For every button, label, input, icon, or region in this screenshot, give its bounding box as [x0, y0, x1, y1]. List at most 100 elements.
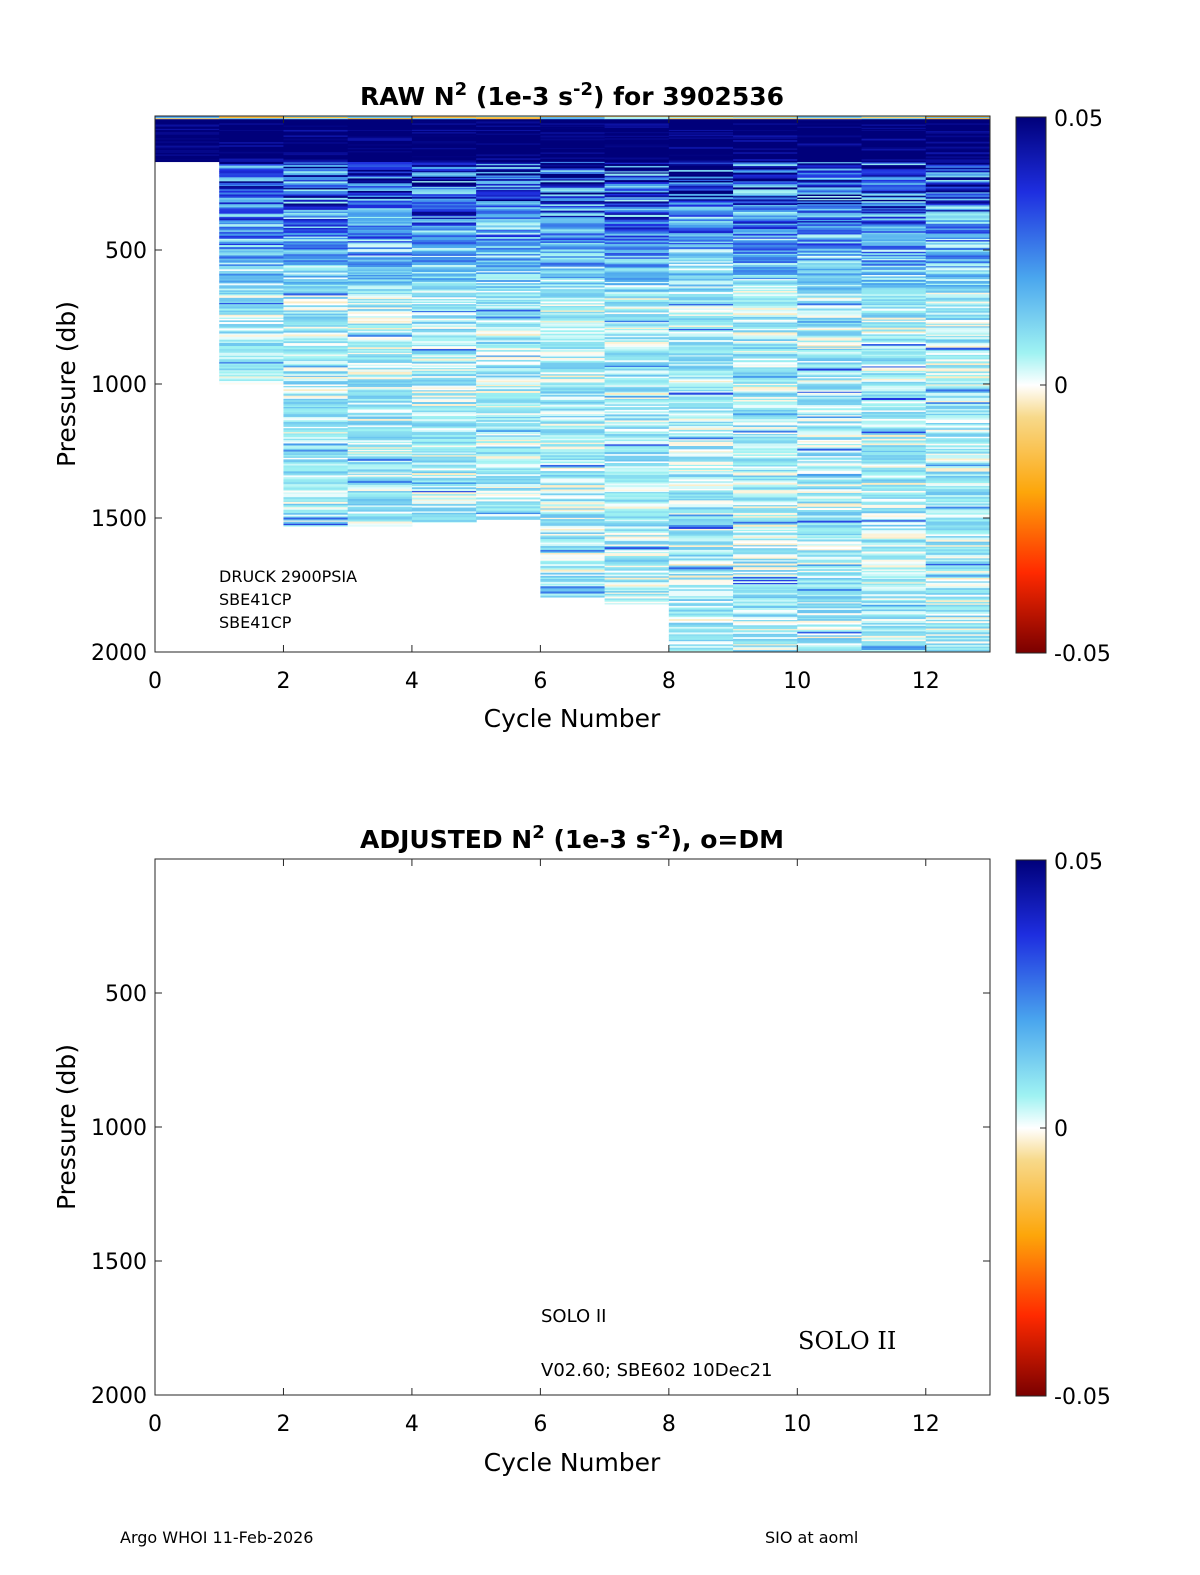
raw-n2-cell [347, 456, 413, 459]
raw-n2-cell [347, 227, 413, 230]
raw-n2-cell [733, 535, 798, 538]
raw-n2-cell [733, 537, 798, 540]
raw-n2-cell [604, 183, 670, 187]
raw-n2-cell [668, 517, 734, 520]
raw-n2-cell [219, 273, 284, 276]
raw-n2-cell [476, 454, 541, 457]
raw-cycle-profile [668, 116, 734, 652]
raw-n2-cell [604, 538, 670, 540]
raw-n2-cell [861, 332, 927, 335]
raw-n2-cell [604, 195, 670, 198]
raw-n2-cell [219, 342, 284, 345]
raw-n2-cell [476, 443, 541, 446]
raw-n2-cell [604, 471, 670, 474]
raw-n2-cell [283, 408, 349, 411]
raw-n2-cell [925, 645, 990, 648]
raw-n2-cell [476, 446, 541, 449]
raw-n2-cell [604, 265, 670, 268]
raw-n2-cell [347, 505, 413, 508]
raw-n2-cell [797, 550, 863, 553]
raw-n2-cell [604, 407, 670, 409]
raw-n2-cell [604, 141, 670, 143]
raw-n2-cell [219, 301, 284, 304]
raw-n2-cell [861, 226, 927, 229]
raw-n2-cell [411, 376, 477, 379]
raw-n2-cell [797, 370, 863, 374]
raw-n2-cell [925, 458, 990, 461]
raw-n2-cell [540, 523, 606, 527]
raw-n2-cell [604, 331, 670, 334]
raw-n2-cell [347, 172, 413, 175]
raw-n2-cell [476, 159, 541, 162]
raw-n2-cell [797, 217, 863, 219]
raw-n2-cell [925, 562, 990, 565]
raw-n2-cell [733, 345, 798, 348]
raw-n2-cell [733, 279, 798, 281]
raw-n2-cell [347, 225, 413, 228]
raw-cycle-profile [604, 116, 670, 605]
raw-n2-cell [604, 193, 670, 196]
raw-n2-cell [540, 519, 606, 522]
raw-n2-cell [219, 295, 284, 298]
raw-n2-cell [733, 473, 798, 477]
adjusted-x-tick-label: 10 [783, 1412, 811, 1437]
raw-n2-cell [861, 291, 927, 294]
raw-n2-cell [347, 149, 413, 152]
raw-n2-cell [861, 269, 927, 273]
raw-n2-cell [861, 311, 927, 314]
raw-n2-cell [797, 638, 863, 641]
raw-n2-cell [668, 543, 734, 546]
raw-n2-cell [540, 207, 606, 210]
raw-n2-cell [540, 493, 606, 496]
raw-n2-cell [733, 194, 798, 197]
raw-n2-cell [797, 241, 863, 244]
raw-n2-cell [540, 194, 606, 197]
raw-n2-cell [411, 306, 477, 309]
raw-n2-cell [668, 169, 734, 173]
raw-n2-cell [925, 529, 990, 532]
raw-n2-cell [411, 268, 477, 271]
raw-n2-cell [540, 591, 606, 595]
raw-n2-cell [604, 133, 670, 135]
raw-n2-cell [604, 283, 670, 286]
raw-n2-cell [283, 228, 349, 230]
raw-n2-cell [476, 246, 541, 249]
raw-n2-cell [925, 413, 990, 416]
raw-n2-cell [668, 436, 734, 438]
raw-n2-cell [347, 398, 413, 402]
raw-n2-cell [283, 178, 349, 181]
raw-cycle-profile [540, 116, 606, 598]
raw-n2-cell [604, 276, 670, 279]
raw-n2-cell [733, 313, 798, 316]
raw-n2-cell [411, 402, 477, 405]
raw-n2-cell [733, 344, 798, 347]
raw-n2-cell [733, 351, 798, 353]
raw-n2-cell [861, 150, 927, 153]
raw-n2-cell [604, 532, 670, 535]
raw-n2-cell [797, 158, 863, 162]
raw-n2-cell [411, 358, 477, 362]
raw-n2-cell [733, 468, 798, 471]
raw-n2-cell [476, 353, 541, 357]
raw-n2-cell [861, 509, 927, 512]
raw-n2-cell [476, 435, 541, 438]
raw-n2-cell [925, 528, 990, 531]
raw-n2-cell [540, 461, 606, 464]
raw-n2-cell [668, 145, 734, 148]
raw-n2-cell [411, 503, 477, 507]
raw-n2-cell [540, 119, 606, 121]
raw-n2-cell [219, 199, 284, 202]
raw-n2-cell [476, 219, 541, 221]
raw-n2-cell [733, 269, 798, 273]
raw-n2-cell [604, 272, 670, 275]
raw-n2-cell [733, 471, 798, 474]
raw-n2-cell [476, 400, 541, 403]
raw-n2-cell [668, 456, 734, 460]
raw-n2-cell [283, 467, 349, 470]
raw-n2-cell [861, 570, 927, 573]
raw-n2-cell [347, 132, 413, 135]
raw-n2-cell [540, 344, 606, 347]
raw-n2-cell [283, 520, 349, 523]
raw-n2-cell [283, 168, 349, 171]
raw-n2-cell [540, 403, 606, 406]
